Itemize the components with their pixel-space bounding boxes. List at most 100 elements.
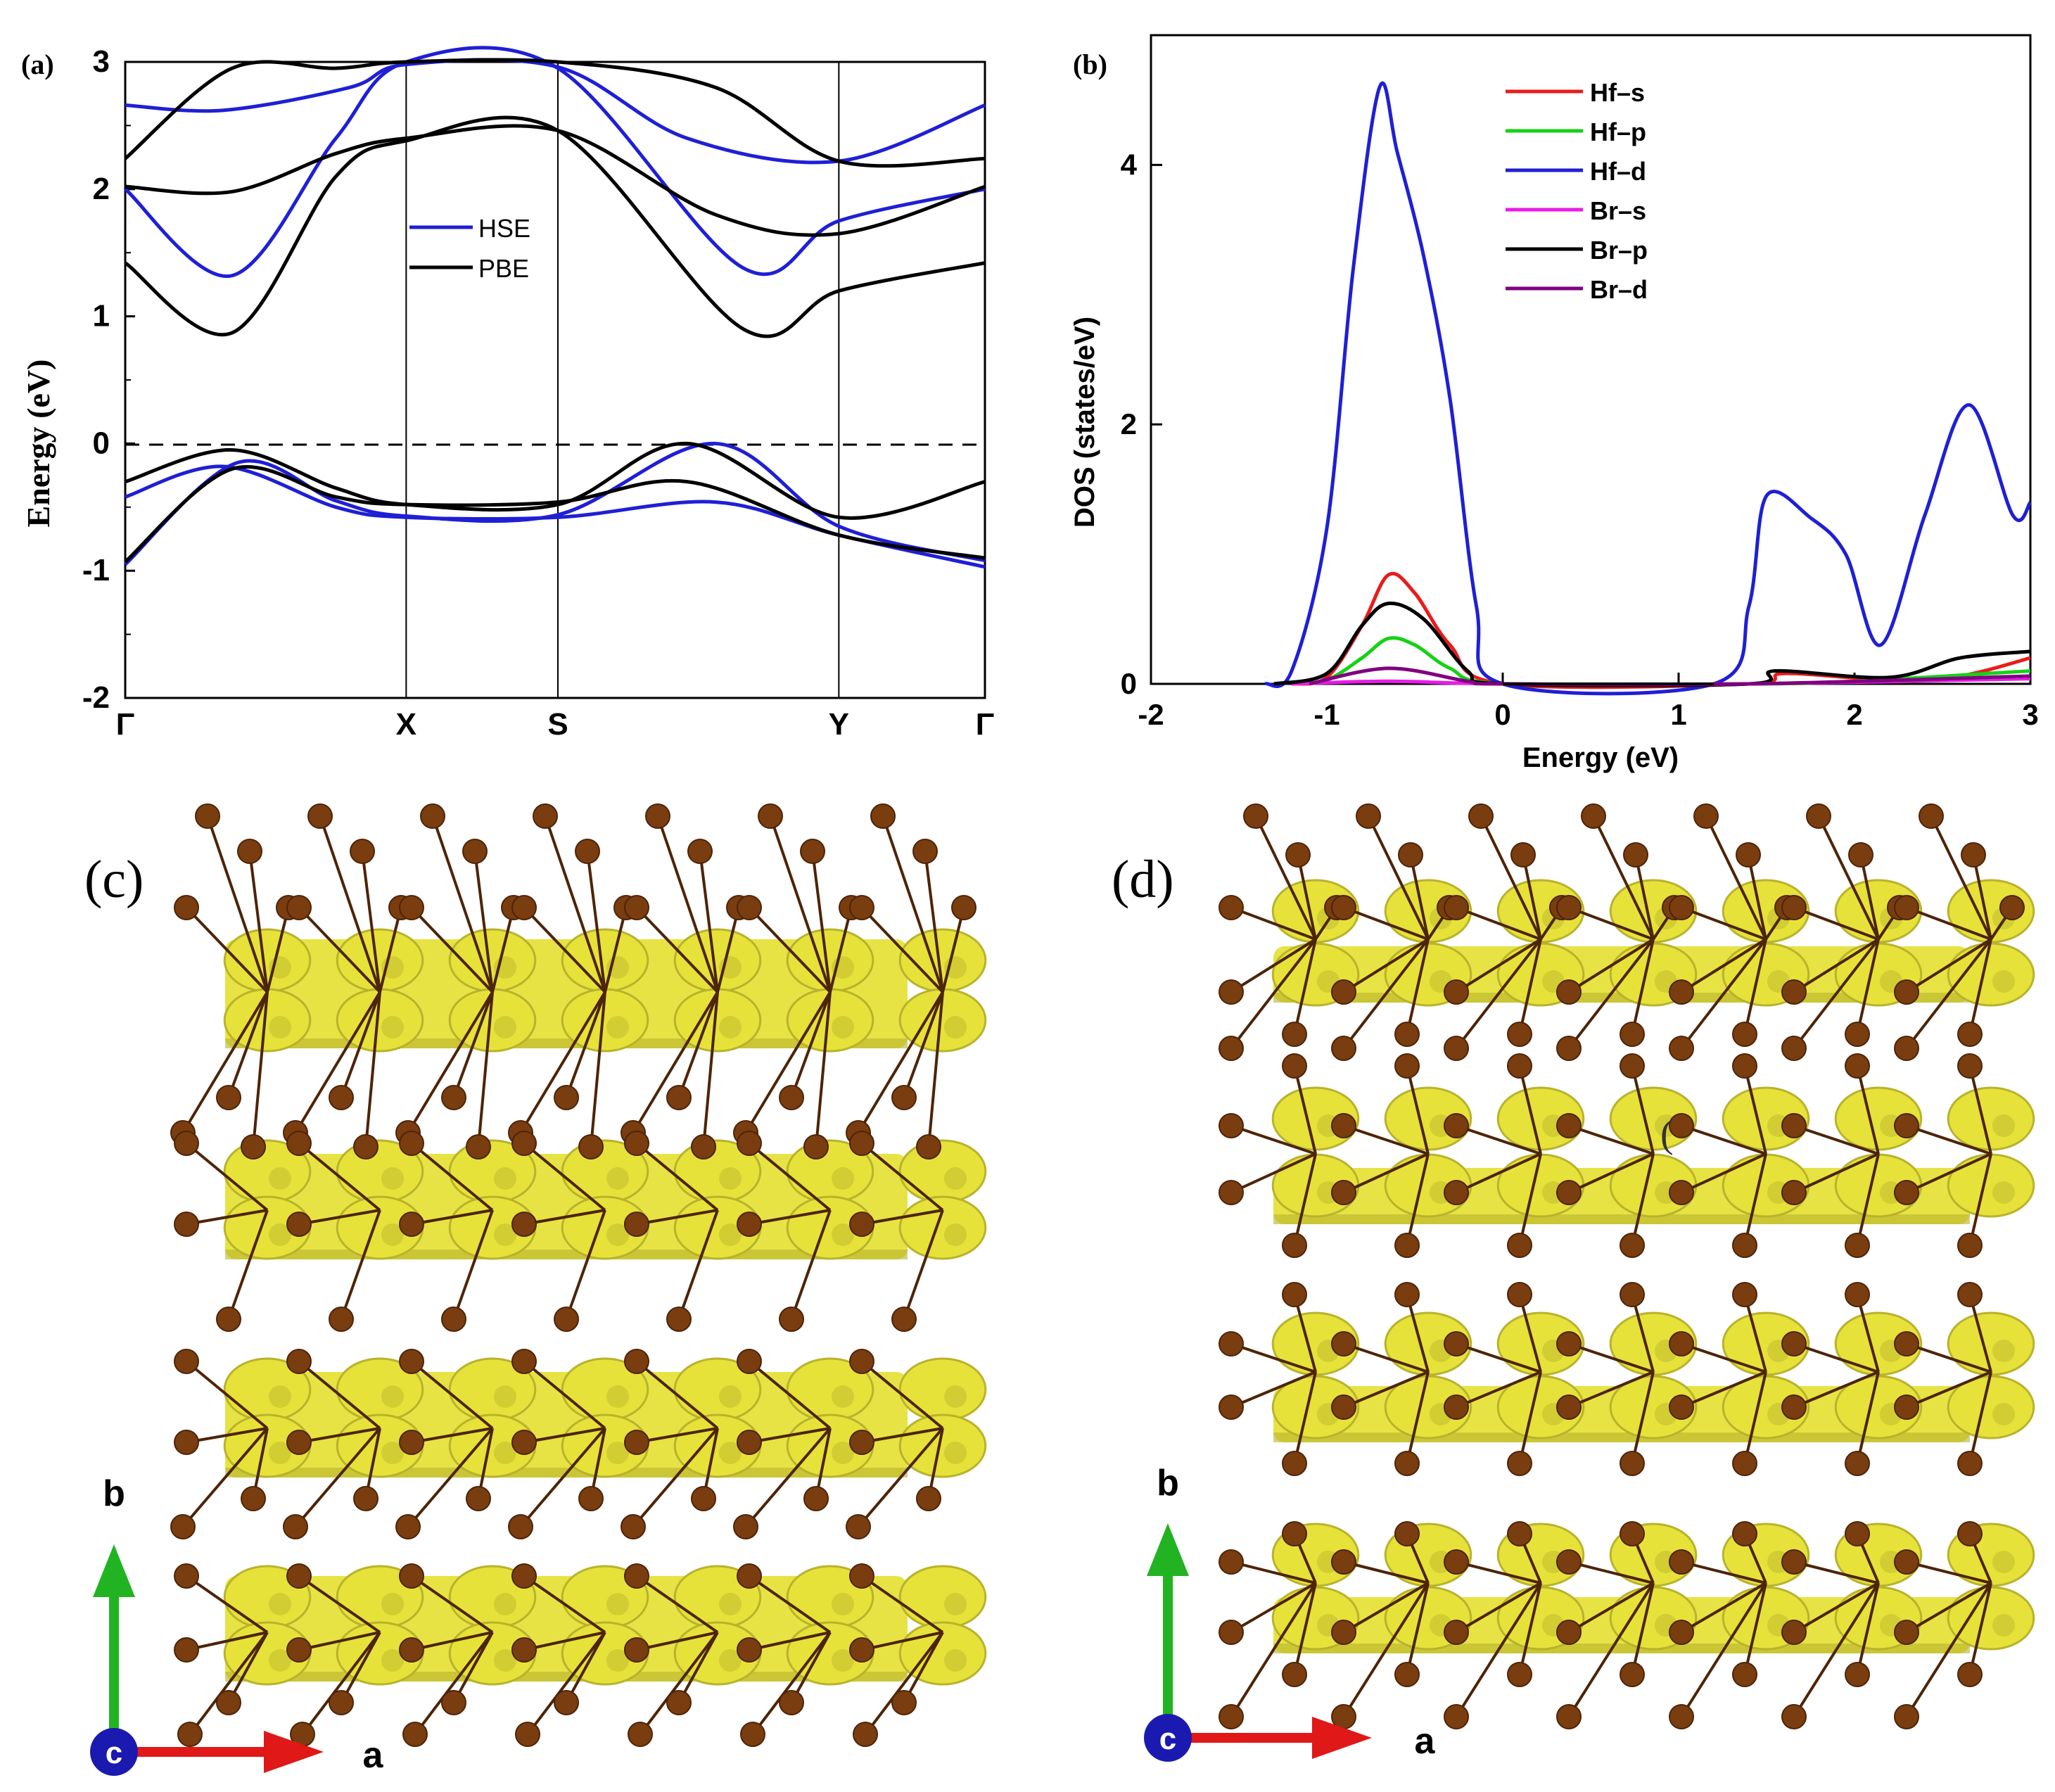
bond xyxy=(1631,1153,1655,1246)
br-atom xyxy=(779,1690,804,1715)
br-atom xyxy=(1845,1662,1870,1687)
bond xyxy=(1230,1152,1316,1194)
br-atom xyxy=(1444,1620,1469,1645)
br-atom xyxy=(554,1690,579,1715)
density-highlight xyxy=(832,1385,854,1408)
br-atom xyxy=(1894,1620,1919,1645)
br-atom xyxy=(1620,1233,1645,1258)
bond xyxy=(1793,1124,1879,1155)
bond xyxy=(811,851,832,993)
b-axis-arrowhead xyxy=(93,1544,135,1597)
br-atom xyxy=(621,1514,646,1539)
br-atom xyxy=(1957,1282,1983,1307)
b-axis-arrowhead xyxy=(1147,1523,1189,1576)
panel-c-label: (c) xyxy=(84,850,144,909)
br-atom xyxy=(1894,1113,1919,1138)
bond xyxy=(1681,906,1767,941)
density-highlight xyxy=(606,1442,629,1464)
br-atom xyxy=(666,1690,692,1715)
br-atom xyxy=(737,1430,762,1455)
band-y-axis-label: Energy (eV) xyxy=(20,360,56,528)
br-atom xyxy=(578,1134,604,1159)
br-atom xyxy=(1894,1036,1919,1061)
density-highlight xyxy=(1992,970,2015,993)
br-atom xyxy=(350,839,375,864)
br-atom xyxy=(687,839,713,864)
bond xyxy=(452,1209,494,1320)
br-atom xyxy=(1894,1704,1919,1729)
bond xyxy=(1568,1342,1654,1373)
bond xyxy=(1793,906,1879,941)
bond xyxy=(1518,1582,1542,1675)
panel-d-label: (d) xyxy=(1112,850,1174,909)
br-atom xyxy=(399,1563,424,1589)
bond xyxy=(1681,1152,1767,1194)
br-atom xyxy=(1781,1331,1807,1356)
br-atom xyxy=(1444,1549,1469,1575)
density-highlight xyxy=(494,1167,516,1190)
br-atom xyxy=(951,895,976,920)
bond xyxy=(860,1142,944,1212)
x-tick-label: 0 xyxy=(1494,698,1510,731)
x-tick-label: 3 xyxy=(2022,698,2038,731)
dos-y-axis-label: DOS (states/eV) xyxy=(1069,317,1100,528)
dos-ticks: -2 -1 0 1 2 3 0 2 4 xyxy=(1121,148,2039,731)
br-atom xyxy=(1919,803,1944,829)
bond xyxy=(751,1631,832,1736)
bond xyxy=(635,906,719,993)
bond xyxy=(519,1427,606,1528)
bond xyxy=(1230,906,1316,941)
bond xyxy=(1793,1582,1880,1634)
br-atom xyxy=(1331,895,1356,920)
bond xyxy=(857,991,944,1134)
bond xyxy=(185,906,269,993)
br-atom xyxy=(1556,1620,1582,1645)
bond xyxy=(565,991,606,1098)
density-highlight xyxy=(1992,1614,2015,1637)
density-lobe xyxy=(1947,1311,2035,1376)
bond xyxy=(1455,938,1542,1050)
bond xyxy=(882,815,944,993)
bond xyxy=(1342,938,1430,993)
br-atom xyxy=(737,1212,762,1237)
bond xyxy=(1293,939,1317,1035)
bond xyxy=(1406,1294,1430,1373)
br-atom xyxy=(1732,1662,1757,1687)
br-atom xyxy=(624,1430,649,1455)
br-atom xyxy=(1620,1053,1645,1079)
br-atom xyxy=(1781,979,1807,1005)
br-atom xyxy=(329,1690,354,1715)
bond xyxy=(702,991,719,1148)
br-atom xyxy=(1894,1180,1919,1205)
br-atom xyxy=(737,895,762,920)
density-highlight xyxy=(381,1224,404,1246)
bond xyxy=(1793,1152,1879,1194)
br-atom xyxy=(1620,1662,1645,1687)
br-atom xyxy=(737,1563,762,1589)
bond xyxy=(1631,1582,1655,1675)
density-highlight xyxy=(832,1442,854,1464)
bond xyxy=(632,991,719,1134)
br-atom xyxy=(1331,1620,1356,1645)
bond xyxy=(1743,1371,1767,1464)
bond xyxy=(1634,854,1655,940)
br-atom xyxy=(174,1430,199,1455)
density-highlight xyxy=(719,1224,742,1246)
bond xyxy=(431,815,494,993)
br-atom xyxy=(1219,1113,1244,1138)
c-axis-label: c xyxy=(1159,1722,1176,1756)
k-point-label: Y xyxy=(829,707,849,742)
bond xyxy=(1631,1294,1655,1373)
bond xyxy=(340,1632,381,1703)
br-atom xyxy=(286,1563,312,1589)
bond xyxy=(1743,939,1767,1035)
bond xyxy=(1856,1371,1880,1464)
br-atom xyxy=(849,895,874,920)
br-atom xyxy=(1282,1282,1307,1307)
density-highlight xyxy=(1992,1340,2015,1362)
bond xyxy=(227,1632,269,1703)
bond xyxy=(1367,815,1430,940)
br-atom xyxy=(645,803,670,829)
bond xyxy=(1230,938,1317,1050)
bond xyxy=(1230,1371,1316,1409)
